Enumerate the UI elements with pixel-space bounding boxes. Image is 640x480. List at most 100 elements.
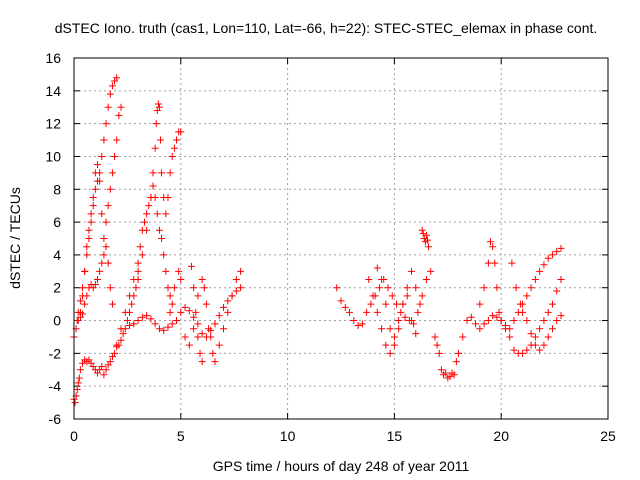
data-point xyxy=(155,226,163,234)
data-point xyxy=(198,276,206,284)
data-point xyxy=(407,317,415,325)
x-tick-label: 0 xyxy=(70,428,78,444)
data-point xyxy=(228,292,236,300)
data-point xyxy=(185,307,193,315)
data-point xyxy=(190,313,198,321)
data-point xyxy=(401,313,409,321)
data-point xyxy=(106,185,114,193)
data-point xyxy=(79,310,87,318)
y-tick-label: 4 xyxy=(53,247,61,263)
data-point xyxy=(130,276,138,284)
data-point xyxy=(373,264,381,272)
data-point xyxy=(106,358,114,366)
data-point xyxy=(202,300,210,308)
y-tick-labels: -6 -4 -2 0 2 4 6 8 10 12 14 16 xyxy=(45,50,61,427)
data-point xyxy=(134,267,142,275)
data-point xyxy=(531,276,539,284)
data-point xyxy=(527,284,535,292)
data-point xyxy=(104,202,112,210)
data-point xyxy=(397,308,405,316)
data-point xyxy=(369,292,377,300)
data-point xyxy=(138,313,146,321)
data-point xyxy=(173,317,181,325)
data-point xyxy=(89,202,97,210)
series-13 xyxy=(431,244,565,382)
data-point xyxy=(523,346,531,354)
data-point xyxy=(557,312,565,320)
data-point xyxy=(333,284,341,292)
data-point xyxy=(170,144,178,152)
data-point xyxy=(166,169,174,177)
data-point xyxy=(192,308,200,316)
data-point xyxy=(536,325,544,333)
data-point xyxy=(96,177,104,185)
data-point xyxy=(106,90,114,98)
data-point xyxy=(536,267,544,275)
data-point xyxy=(108,82,116,90)
x-tick-label: 20 xyxy=(493,428,509,444)
data-point xyxy=(164,284,172,292)
data-point xyxy=(350,317,358,325)
data-point xyxy=(390,341,398,349)
data-point xyxy=(181,333,189,341)
data-point xyxy=(194,292,202,300)
data-point xyxy=(117,103,125,111)
data-point xyxy=(162,210,170,218)
data-point xyxy=(536,346,544,354)
data-point xyxy=(98,259,106,267)
series-12 xyxy=(418,226,433,251)
chart-title: dSTEC Iono. truth (cas1, Lon=110, Lat=-6… xyxy=(55,20,598,36)
data-point xyxy=(487,238,495,246)
data-point xyxy=(437,366,445,374)
data-point xyxy=(553,287,561,295)
data-point xyxy=(128,300,136,308)
data-point xyxy=(510,317,518,325)
data-point xyxy=(100,251,108,259)
data-point xyxy=(164,323,172,331)
series-9 xyxy=(333,267,435,329)
data-point xyxy=(553,317,561,325)
data-point xyxy=(117,336,125,344)
data-point xyxy=(512,284,520,292)
data-point xyxy=(155,103,163,111)
data-point xyxy=(484,317,492,325)
data-point xyxy=(472,320,480,328)
series-14 xyxy=(476,238,565,357)
grid xyxy=(74,58,608,419)
data-point xyxy=(388,292,396,300)
data-point xyxy=(143,210,151,218)
data-point xyxy=(337,297,345,305)
data-point xyxy=(130,320,138,328)
data-point xyxy=(553,248,561,256)
data-point xyxy=(544,308,552,316)
data-point xyxy=(113,74,121,82)
data-point xyxy=(177,276,185,284)
series-1 xyxy=(74,103,125,325)
data-point xyxy=(108,300,116,308)
x-tick-label: 5 xyxy=(177,428,185,444)
data-point xyxy=(147,193,155,201)
data-point xyxy=(96,267,104,275)
data-point xyxy=(83,243,91,251)
data-point xyxy=(510,346,518,354)
data-point xyxy=(548,325,556,333)
tick-marks xyxy=(73,57,609,420)
data-points xyxy=(70,74,565,407)
data-point xyxy=(508,259,516,267)
data-point xyxy=(493,284,501,292)
x-tick-label: 15 xyxy=(387,428,403,444)
data-point xyxy=(143,312,151,320)
data-point xyxy=(166,292,174,300)
data-point xyxy=(378,325,386,333)
data-point xyxy=(100,136,108,144)
data-point xyxy=(341,303,349,311)
data-point xyxy=(373,308,381,316)
data-point xyxy=(158,235,166,242)
data-point xyxy=(198,358,206,366)
data-point xyxy=(185,341,193,349)
data-point xyxy=(489,312,497,320)
data-point xyxy=(433,341,441,349)
data-point xyxy=(519,308,527,316)
data-point xyxy=(136,243,144,251)
